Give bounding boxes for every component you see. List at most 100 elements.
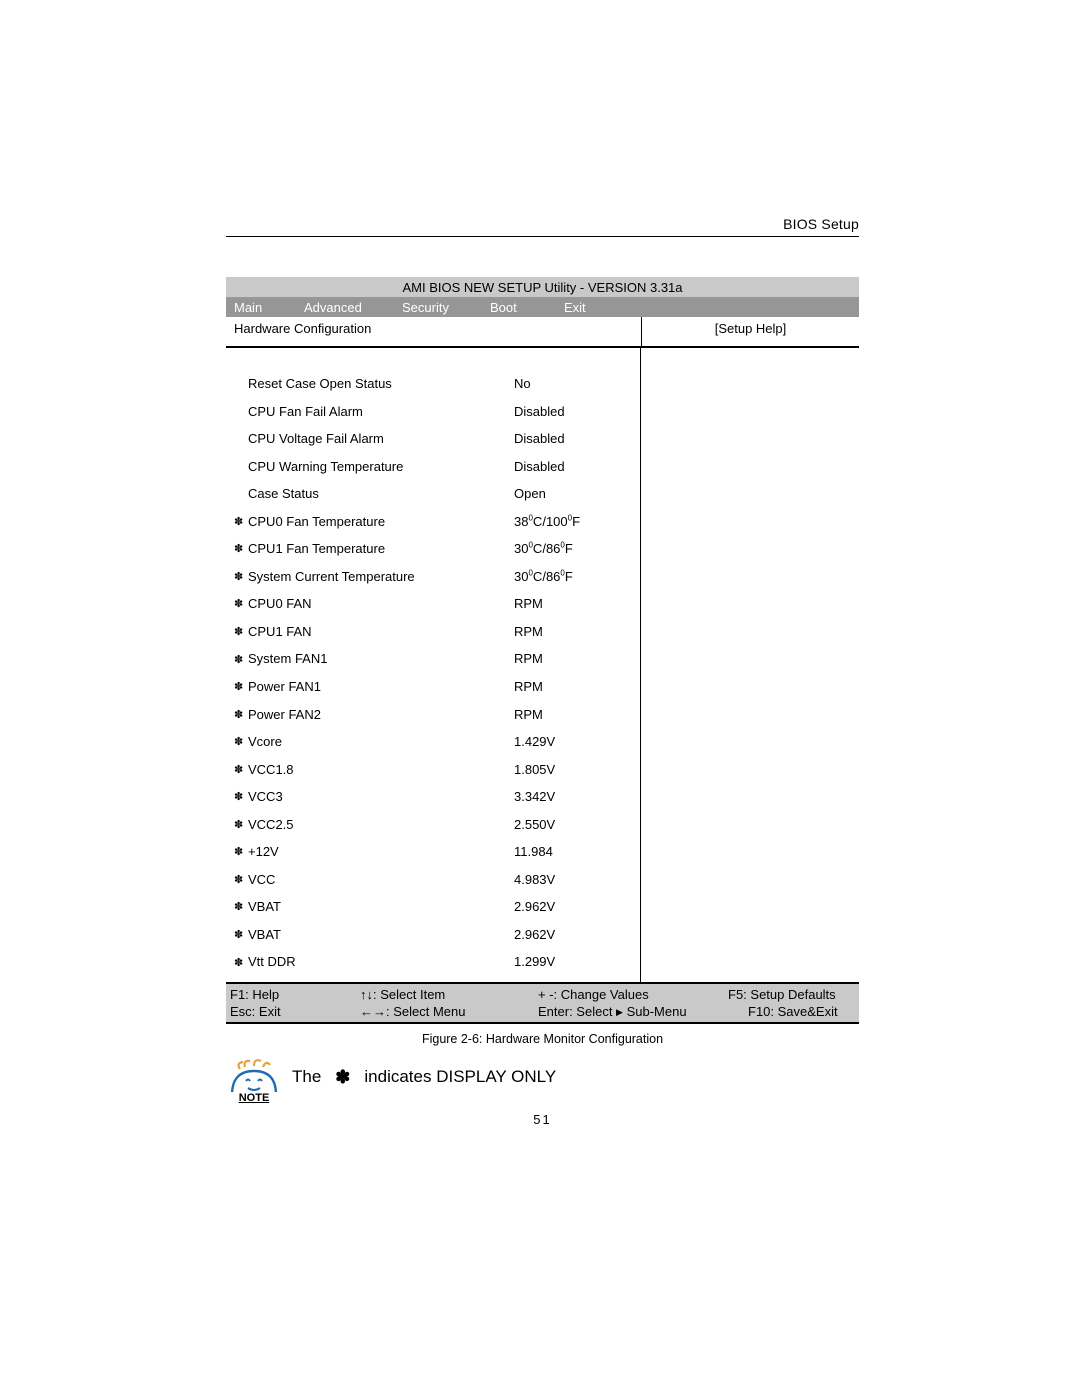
legend-help: F1: Help xyxy=(230,987,360,1002)
display-only-icon: ✽ xyxy=(234,517,248,528)
setting-value[interactable]: Disabled xyxy=(514,430,632,448)
setting-value: RPM xyxy=(514,706,632,724)
setting-label: ✽CPU0 Fan Temperature xyxy=(234,513,514,531)
setting-label: ✽Vtt DDR xyxy=(234,953,514,971)
setting-row: ✽VCC33.342V xyxy=(234,783,632,811)
setting-row: Case StatusOpen xyxy=(234,480,632,508)
setting-value: 1.805V xyxy=(514,761,632,779)
display-only-icon: ✽ xyxy=(234,655,248,666)
setting-value: 1.299V xyxy=(514,953,632,971)
legend-save-exit: F10: Save&Exit xyxy=(748,1004,855,1019)
legend-setup-defaults: F5: Setup Defaults xyxy=(728,987,855,1002)
setting-label: ✽VCC3 xyxy=(234,788,514,806)
setting-label: ✽System FAN1 xyxy=(234,650,514,668)
display-only-icon: ✽ xyxy=(234,737,248,748)
note-label: NOTE xyxy=(226,1092,282,1104)
menu-boot[interactable]: Boot xyxy=(482,300,556,315)
setting-value[interactable]: No xyxy=(514,375,632,393)
legend-change-values: + -: Change Values xyxy=(538,987,728,1002)
setting-row: ✽System FAN1RPM xyxy=(234,645,632,673)
display-only-icon: ✽ xyxy=(234,875,248,886)
legend-enter: Enter: Select ▶ Sub-Menu xyxy=(538,1004,748,1019)
setting-value: RPM xyxy=(514,650,632,668)
setting-row: ✽CPU1 FANRPM xyxy=(234,618,632,646)
setting-value: RPM xyxy=(514,678,632,696)
bios-title-bar: AMI BIOS NEW SETUP Utility - VERSION 3.3… xyxy=(226,277,859,298)
page-number: 51 xyxy=(226,1112,859,1127)
setting-value: RPM xyxy=(514,595,632,613)
setting-value: 380C/1000F xyxy=(514,513,632,531)
legend-select-menu: ←→: Select Menu xyxy=(360,1004,538,1019)
setting-label: ✽VCC xyxy=(234,871,514,889)
setting-value: 2.962V xyxy=(514,898,632,916)
setting-row: ✽CPU0 FANRPM xyxy=(234,590,632,618)
setting-label: ✽VCC1.8 xyxy=(234,761,514,779)
display-only-icon: ✽ xyxy=(234,572,248,583)
subheader-left: Hardware Configuration xyxy=(226,317,641,346)
display-only-icon: ✽ xyxy=(234,599,248,610)
setting-label: ✽CPU1 FAN xyxy=(234,623,514,641)
setting-row[interactable]: CPU Fan Fail AlarmDisabled xyxy=(234,398,632,426)
setting-label: Case Status xyxy=(234,485,514,503)
bios-window: AMI BIOS NEW SETUP Utility - VERSION 3.3… xyxy=(226,277,859,1024)
setting-value: 2.550V xyxy=(514,816,632,834)
setting-label: ✽System Current Temperature xyxy=(234,568,514,586)
legend-select-item: ↑↓: Select Item xyxy=(360,987,538,1002)
setting-row: ✽VCC2.52.550V xyxy=(234,811,632,839)
setting-label: Reset Case Open Status xyxy=(234,375,514,393)
display-only-icon: ✽ xyxy=(234,627,248,638)
note-pre: The xyxy=(292,1067,321,1087)
setting-label: ✽Power FAN1 xyxy=(234,678,514,696)
bios-legend: F1: Help ↑↓: Select Item + -: Change Val… xyxy=(226,984,859,1024)
setting-value: Open xyxy=(514,485,632,503)
setting-label: ✽Power FAN2 xyxy=(234,706,514,724)
display-only-icon: ✽ xyxy=(234,820,248,831)
setting-row[interactable]: CPU Warning TemperatureDisabled xyxy=(234,453,632,481)
note-text: The ✽ indicates DISPLAY ONLY xyxy=(292,1067,556,1088)
help-panel xyxy=(641,348,859,982)
setting-row: ✽CPU1 Fan Temperature300C/860F xyxy=(234,535,632,563)
legend-row-2: Esc: Exit ←→: Select Menu Enter: Select … xyxy=(226,1003,859,1020)
setting-row: ✽Vtt DDR1.299V xyxy=(234,948,632,976)
setting-row[interactable]: Reset Case Open StatusNo xyxy=(234,370,632,398)
display-only-icon: ✽ xyxy=(234,682,248,693)
figure-caption: Figure 2-6: Hardware Monitor Configurati… xyxy=(226,1024,859,1046)
setting-row[interactable]: CPU Voltage Fail AlarmDisabled xyxy=(234,425,632,453)
setting-label: CPU Warning Temperature xyxy=(234,458,514,476)
menu-main[interactable]: Main xyxy=(226,300,296,315)
setting-row: ✽VCC1.81.805V xyxy=(234,756,632,784)
menu-advanced[interactable]: Advanced xyxy=(296,300,394,315)
bios-content: Reset Case Open StatusNoCPU Fan Fail Ala… xyxy=(226,348,859,984)
setting-row: ✽Power FAN1RPM xyxy=(234,673,632,701)
setting-label: ✽+12V xyxy=(234,843,514,861)
setting-row: ✽VBAT2.962V xyxy=(234,893,632,921)
display-only-icon: ✽ xyxy=(234,930,248,941)
setting-value[interactable]: Disabled xyxy=(514,403,632,421)
display-only-icon: ✽ xyxy=(234,958,248,969)
setting-value: 300C/860F xyxy=(514,568,632,586)
page-header: BIOS Setup xyxy=(226,216,859,237)
settings-list: Reset Case Open StatusNoCPU Fan Fail Ala… xyxy=(226,348,641,982)
setting-value: 300C/860F xyxy=(514,540,632,558)
display-only-icon: ✽ xyxy=(234,902,248,913)
setting-row: ✽System Current Temperature300C/860F xyxy=(234,563,632,591)
note-row: NOTE The ✽ indicates DISPLAY ONLY xyxy=(226,1052,859,1102)
menu-exit[interactable]: Exit xyxy=(556,300,616,315)
setting-label: ✽VCC2.5 xyxy=(234,816,514,834)
bios-title: AMI BIOS NEW SETUP Utility - VERSION 3.3… xyxy=(402,280,682,295)
section-title: BIOS Setup xyxy=(783,216,859,232)
setting-label: ✽Vcore xyxy=(234,733,514,751)
bios-subheader: Hardware Configuration [Setup Help] xyxy=(226,317,859,348)
setting-value[interactable]: Disabled xyxy=(514,458,632,476)
note-post: indicates DISPLAY ONLY xyxy=(364,1067,556,1087)
display-only-icon: ✽ xyxy=(234,847,248,858)
display-only-icon: ✽ xyxy=(234,765,248,776)
menu-security[interactable]: Security xyxy=(394,300,482,315)
display-only-icon: ✽ xyxy=(234,710,248,721)
display-only-icon: ✽ xyxy=(234,544,248,555)
setting-row: ✽+12V11.984 xyxy=(234,838,632,866)
setting-value: 2.962V xyxy=(514,926,632,944)
legend-row-1: F1: Help ↑↓: Select Item + -: Change Val… xyxy=(226,986,859,1003)
display-only-icon: ✽ xyxy=(234,792,248,803)
setting-value: 1.429V xyxy=(514,733,632,751)
